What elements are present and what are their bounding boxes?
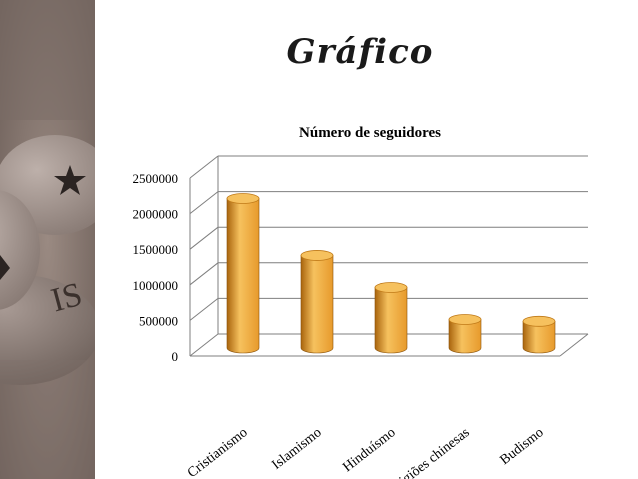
category-label: Budismo — [498, 425, 547, 468]
y-tick-label: 1500000 — [133, 242, 179, 257]
sidebar-photo: IS — [0, 0, 95, 479]
y-axis-tick-labels: 0 500000 1000000 1500000 2000000 2500000 — [133, 171, 179, 364]
stones-photo: IS — [0, 0, 95, 479]
crescent-star-icon — [8, 150, 86, 210]
bar-body — [448, 319, 482, 354]
y-tick-label: 500000 — [139, 313, 178, 328]
bar-body — [522, 321, 556, 354]
slide-title: Gráfico — [286, 32, 434, 72]
bar — [374, 282, 408, 354]
bar-body — [226, 198, 260, 354]
category-label: Hinduísmo — [340, 425, 398, 475]
bar-top — [374, 282, 408, 293]
gridline — [189, 298, 219, 321]
y-tick-label: 1000000 — [133, 278, 179, 293]
stone — [0, 190, 40, 310]
bar-body — [374, 287, 408, 354]
bar-body — [300, 255, 334, 354]
gridline — [189, 226, 219, 250]
y-tick-label: 2500000 — [133, 171, 179, 186]
bar-top — [226, 193, 260, 204]
gridline — [189, 191, 219, 214]
gridline — [189, 333, 219, 357]
y-tick-label: 0 — [172, 349, 179, 364]
floor-edge — [559, 333, 589, 357]
y-tick-label: 2000000 — [133, 207, 179, 222]
bar-top — [300, 250, 334, 261]
bar — [226, 193, 260, 354]
bars — [226, 193, 556, 354]
bar-top — [448, 314, 482, 325]
bar — [522, 315, 556, 354]
bar — [300, 250, 334, 354]
category-label: Cristianismo — [185, 425, 251, 479]
gridline — [189, 155, 219, 179]
x-axis-category-labels: Cristianismo Islamismo HinduísmoReligiões … — [185, 425, 547, 479]
chart-title: Número de seguidores — [299, 125, 441, 141]
stone — [0, 275, 95, 385]
axes — [189, 156, 589, 357]
category-label: Islamismo — [269, 425, 324, 473]
gridline — [189, 262, 219, 286]
bar — [448, 314, 482, 354]
bar-top — [522, 315, 556, 327]
